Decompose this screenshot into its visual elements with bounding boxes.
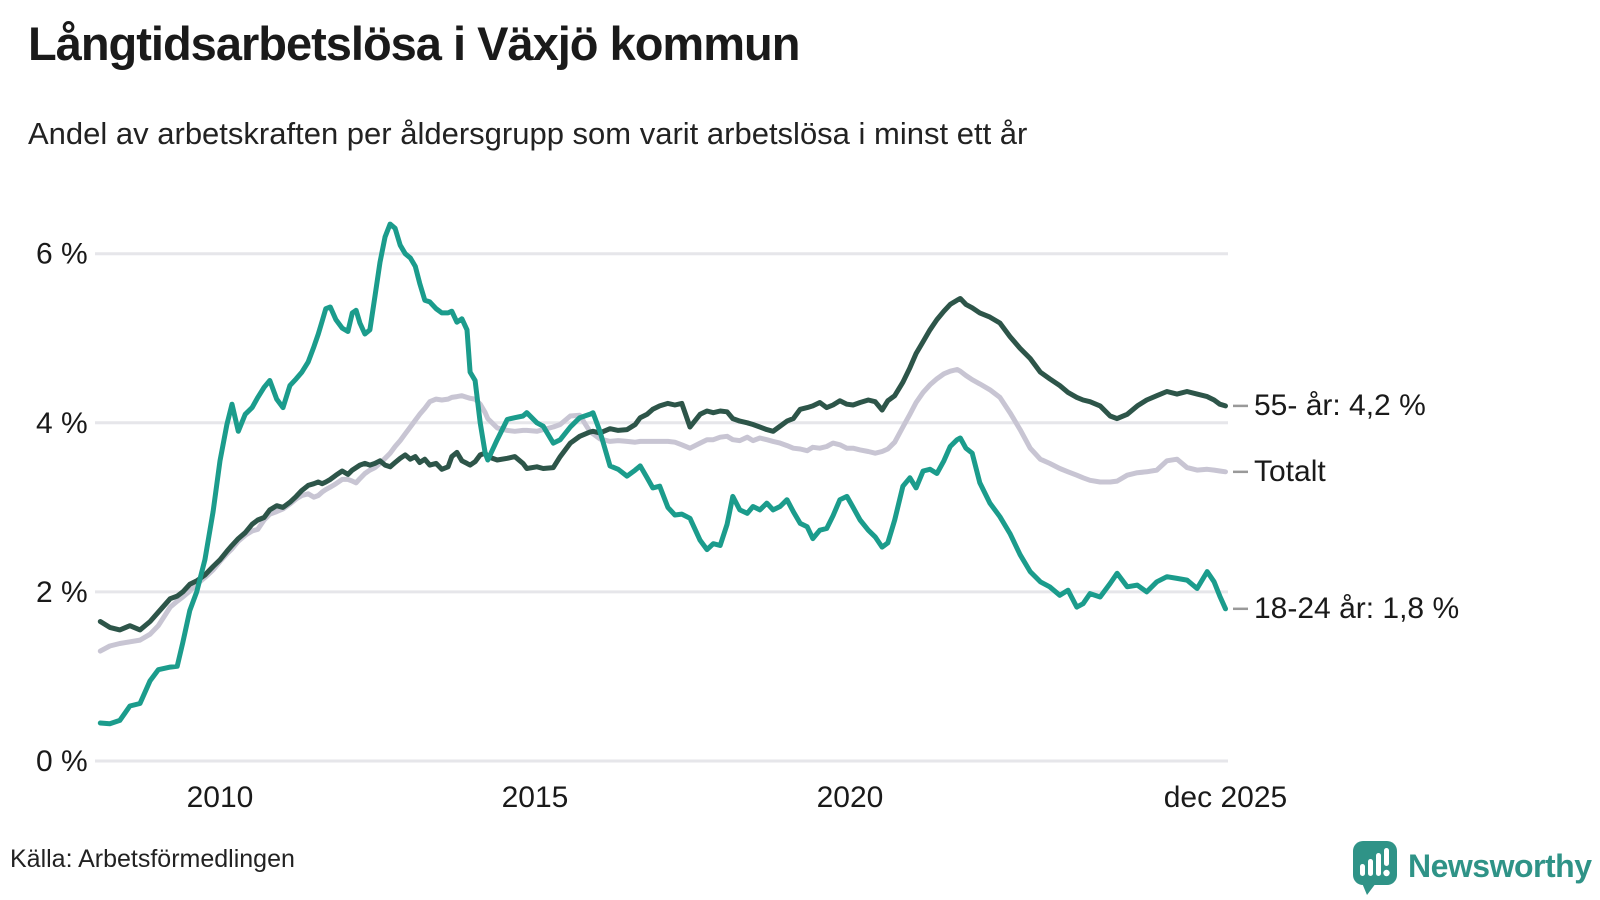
series-label-18-24-ar: 18-24 år: 1,8 % [1254, 591, 1460, 625]
series-line-Totalt [97, 367, 1228, 654]
y-tick-label: 4 % [36, 407, 88, 440]
newsworthy-logo-icon [1353, 841, 1397, 895]
y-tick-label: 2 % [36, 576, 88, 609]
source-credit: Källa: Arbetsförmedlingen [10, 845, 295, 873]
series-label-totalt: Totalt [1254, 454, 1326, 488]
x-tick-label: 2015 [502, 781, 569, 814]
series-label-55-ar: 55- år: 4,2 % [1254, 388, 1426, 422]
newsworthy-wordmark: Newsworthy [1408, 848, 1592, 884]
y-tick-label: 0 % [36, 745, 88, 778]
x-tick-label: 2010 [187, 781, 254, 814]
x-tick-label: 2020 [817, 781, 884, 814]
series-line-18-24r [97, 221, 1228, 727]
x-tick-label: dec 2025 [1164, 781, 1287, 814]
series-line-55-r [97, 296, 1228, 633]
page-title: Långtidsarbetslösa i Växjö kommun [28, 17, 800, 70]
page-subtitle: Andel av arbetskraften per åldersgrupp s… [28, 116, 1028, 151]
y-tick-label: 6 % [36, 238, 88, 271]
newsworthy-logo: Newsworthy [1352, 840, 1592, 896]
